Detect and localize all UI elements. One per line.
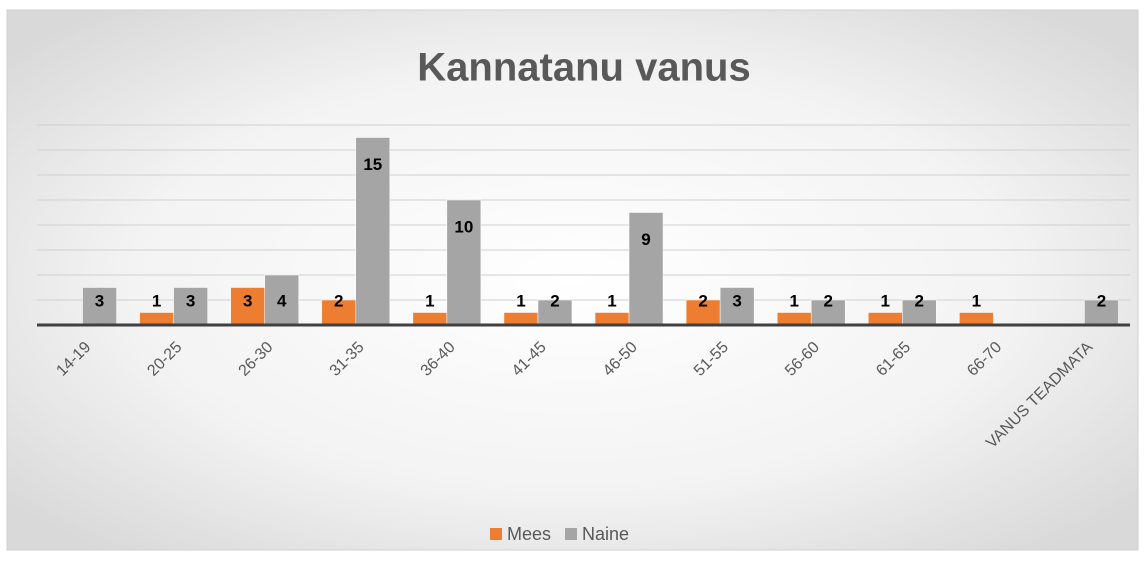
data-label: 2 [334,291,343,310]
bar [902,299,937,326]
legend-swatch [565,528,578,540]
chart-title: Kannatanu vanus [417,46,750,90]
chart-background [6,9,1139,551]
data-label: 1 [152,291,161,310]
bar [139,312,174,326]
bar [810,299,846,326]
bar [719,287,755,326]
bar [446,199,482,326]
data-label: 1 [881,291,890,310]
data-label: 3 [186,291,195,310]
data-label: 3 [732,291,741,310]
data-label: 1 [516,291,525,310]
bar [776,312,812,326]
bar [1084,299,1119,326]
data-label: 2 [823,291,832,310]
bar [264,274,299,326]
legend-label: Naine [582,524,629,544]
bar [173,287,208,326]
bar [412,312,448,326]
data-label: 1 [425,291,434,310]
bar [868,312,903,326]
data-label: 10 [454,217,473,236]
data-label: 2 [915,291,924,310]
data-label: 3 [95,291,104,310]
data-label: 4 [277,291,287,310]
bar [82,287,117,326]
bar [355,137,391,326]
legend-swatch [490,528,502,540]
data-label: 2 [1097,291,1106,310]
bar [503,312,539,326]
data-label: 15 [363,155,382,174]
data-label: 9 [641,230,650,249]
data-label: 3 [243,291,252,310]
bar [594,312,630,326]
data-label: 2 [550,291,559,310]
bar [537,299,573,326]
data-label: 1 [607,291,616,310]
data-label: 2 [698,291,707,310]
bar [628,212,664,326]
data-label: 1 [972,291,981,310]
legend-label: Mees [507,524,551,544]
bar [959,312,994,326]
bar [230,287,265,326]
data-label: 1 [789,291,798,310]
